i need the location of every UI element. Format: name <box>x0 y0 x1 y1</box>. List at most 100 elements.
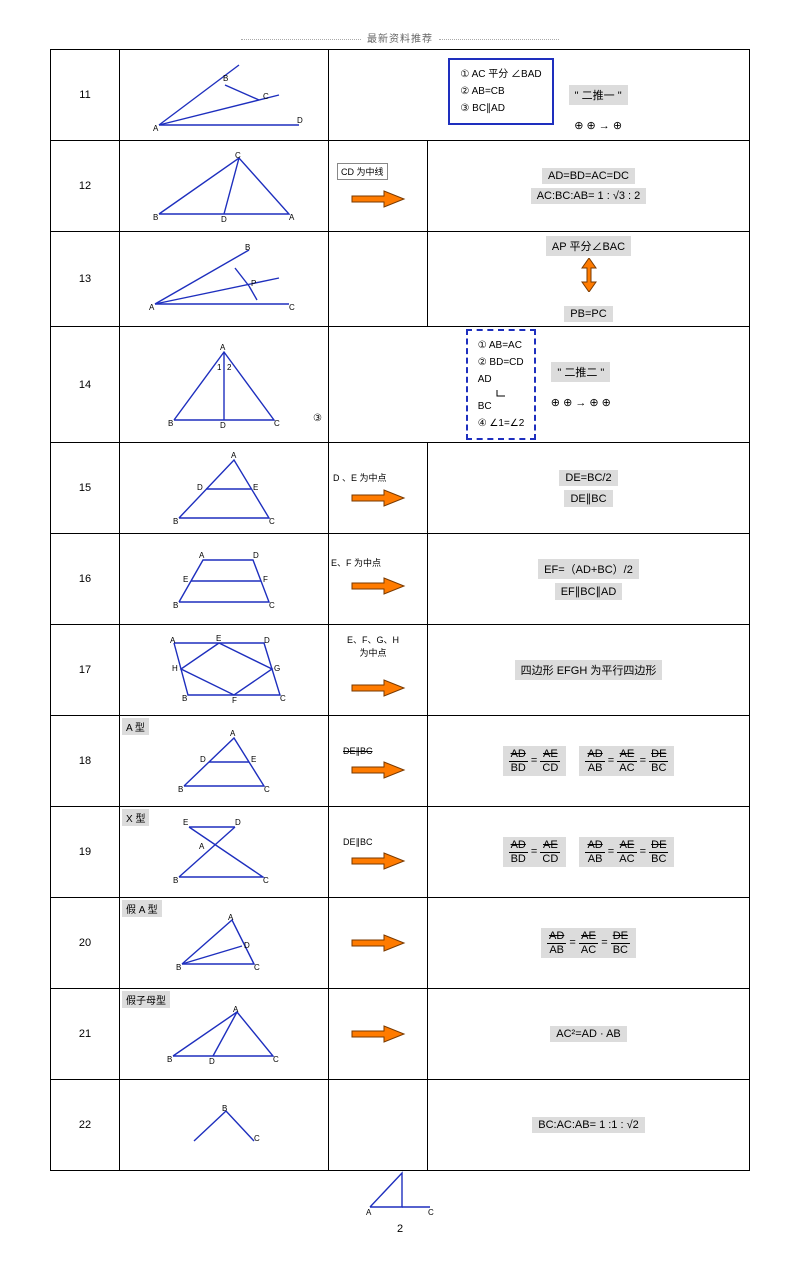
arrow-17: E、F、G、H为中点 <box>329 625 428 716</box>
svg-text:1: 1 <box>217 363 222 372</box>
arrow-20 <box>329 898 428 989</box>
svg-text:C: C <box>264 785 270 794</box>
svg-text:E: E <box>253 483 258 492</box>
result-21: AC²=AD · AB <box>428 989 750 1080</box>
svg-text:E: E <box>183 575 188 584</box>
svg-text:C: C <box>428 1208 434 1217</box>
svg-text:B: B <box>176 963 181 972</box>
row-num: 20 <box>51 898 120 989</box>
figure-20: 假 A 型 ABCD <box>120 898 329 989</box>
arrow-15: D 、E 为中点 <box>329 443 428 534</box>
arrow-12: CD 为中线 <box>329 141 428 232</box>
svg-text:B: B <box>182 694 187 703</box>
svg-text:D: D <box>297 116 303 125</box>
svg-text:B: B <box>173 517 178 526</box>
svg-text:E: E <box>183 818 188 827</box>
row-num: 17 <box>51 625 120 716</box>
row-num: 22 <box>51 1080 120 1171</box>
svg-text:F: F <box>263 575 268 584</box>
result-16: EF=（AD+BC）/2 EF∥BC∥AD <box>428 534 750 625</box>
svg-text:G: G <box>274 664 280 673</box>
result-12: AD=BD=AC=DC AC:BC:AB= 1 : √3 : 2 <box>428 141 750 232</box>
result-20: ADAB = AEAC = DEBC <box>428 898 750 989</box>
svg-text:C: C <box>269 601 275 610</box>
svg-text:D: D <box>220 421 226 430</box>
arrow-19: DE∥BC <box>329 807 428 898</box>
figure-11: ABCD <box>120 50 329 141</box>
svg-text:A: A <box>289 213 295 222</box>
svg-text:B: B <box>222 1104 227 1113</box>
svg-text:C: C <box>235 151 241 160</box>
svg-text:B: B <box>153 213 158 222</box>
svg-text:A: A <box>230 729 236 738</box>
geometry-table: 11 ABCD ① AC 平分 ∠BAD② AB=CB③ BC∥AD " 二推一… <box>50 49 750 1171</box>
svg-text:F: F <box>232 696 237 705</box>
svg-text:A: A <box>220 343 226 352</box>
svg-text:B: B <box>178 785 183 794</box>
svg-text:D: D <box>197 483 203 492</box>
figure-22: BC <box>120 1080 329 1171</box>
figure-21: 假子母型 ABCD <box>120 989 329 1080</box>
arrow-16: E、F 为中点 <box>329 534 428 625</box>
svg-text:B: B <box>173 876 178 885</box>
svg-text:B: B <box>173 601 178 610</box>
svg-text:C: C <box>289 303 295 312</box>
svg-text:A: A <box>153 124 159 133</box>
svg-text:D: D <box>253 551 259 560</box>
svg-text:D: D <box>200 755 206 764</box>
result-19: ADBD = AECD ADAB = AEAC = DEBC <box>428 807 750 898</box>
svg-text:D: D <box>221 215 227 224</box>
svg-text:C: C <box>263 876 269 885</box>
svg-text:D: D <box>209 1057 215 1066</box>
svg-text:C: C <box>263 92 269 101</box>
svg-text:A: A <box>231 451 237 460</box>
svg-text:C: C <box>269 517 275 526</box>
svg-text:H: H <box>172 664 178 673</box>
svg-text:A: A <box>170 636 176 645</box>
arrow-18: DE∥BC <box>329 716 428 807</box>
row-num: 15 <box>51 443 120 534</box>
result-15: DE=BC/2 DE∥BC <box>428 443 750 534</box>
result-14: ① AB=AC② BD=CD ADBC ④ ∠1=∠2 " 二推二 "⊕ ⊕ →… <box>329 327 750 443</box>
result-11: ① AC 平分 ∠BAD② AB=CB③ BC∥AD " 二推一 "⊕ ⊕ → … <box>329 50 750 141</box>
row-num: 11 <box>51 50 120 141</box>
svg-text:A: A <box>228 913 234 922</box>
svg-text:C: C <box>274 419 280 428</box>
svg-text:C: C <box>254 963 260 972</box>
result-22: BC:AC:AB= 1 :1 : √2 <box>428 1080 750 1171</box>
figure-12: B A C D <box>120 141 329 232</box>
svg-text:A: A <box>233 1005 239 1014</box>
row-num: 13 <box>51 232 120 327</box>
arrow-21 <box>329 989 428 1080</box>
svg-text:B: B <box>167 1055 172 1064</box>
row-num: 12 <box>51 141 120 232</box>
row-num: 19 <box>51 807 120 898</box>
page-header: 最新资料推荐 <box>50 30 750 45</box>
svg-text:A: A <box>199 842 205 851</box>
figure-19: X 型 EDBCA <box>120 807 329 898</box>
result-17: 四边形 EFGH 为平行四边形 <box>428 625 750 716</box>
figure-14: ABDC12 ③ <box>120 327 329 443</box>
result-13: AP 平分∠BAC PB=PC <box>428 232 750 327</box>
svg-text:A: A <box>366 1208 372 1217</box>
row-num: 18 <box>51 716 120 807</box>
result-18: ADBD = AECD ADAB = AEAC = DEBC <box>428 716 750 807</box>
figure-16: A D B C E F <box>120 534 329 625</box>
figure-18: A 型 ABCDE <box>120 716 329 807</box>
svg-text:A: A <box>149 303 155 312</box>
svg-text:D: D <box>264 636 270 645</box>
page-number: 2 <box>50 1223 750 1235</box>
svg-text:A: A <box>199 551 205 560</box>
row-num: 16 <box>51 534 120 625</box>
svg-text:C: C <box>254 1134 260 1143</box>
svg-text:C: C <box>273 1055 279 1064</box>
svg-text:C: C <box>280 694 286 703</box>
svg-text:2: 2 <box>227 363 232 372</box>
svg-text:B: B <box>245 243 250 252</box>
svg-text:E: E <box>251 755 256 764</box>
row-num: 21 <box>51 989 120 1080</box>
svg-text:D: D <box>235 818 241 827</box>
row-num: 14 <box>51 327 120 443</box>
figure-17: ADBCEGHF <box>120 625 329 716</box>
svg-text:D: D <box>244 941 250 950</box>
